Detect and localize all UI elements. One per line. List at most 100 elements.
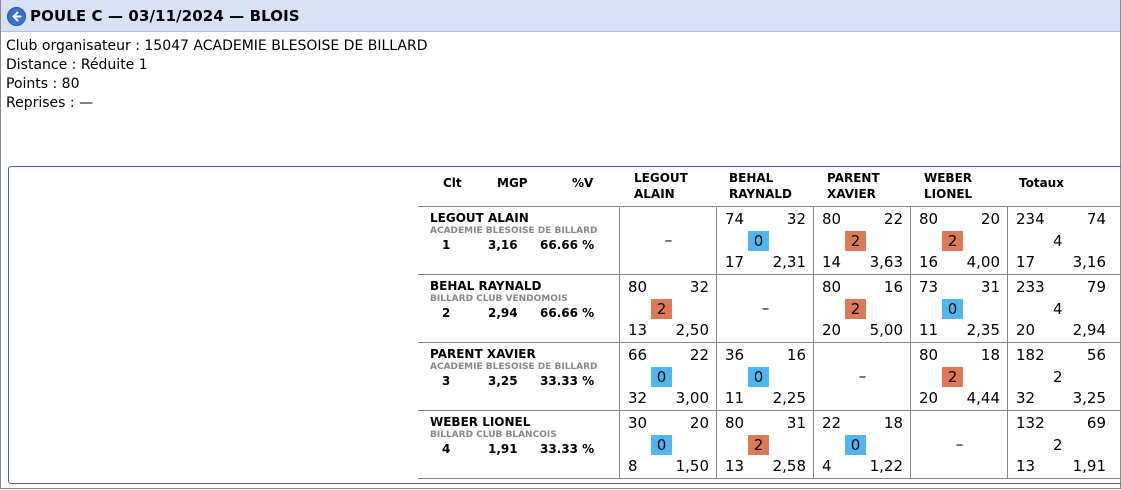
total-best-series: 69 xyxy=(1086,414,1106,432)
player-club: BILLARD CLUB BLANCOIS xyxy=(430,430,557,440)
table-row: BEHAL RAYNALD BILLARD CLUB VENDOMOIS 2 2,94… xyxy=(418,274,1120,342)
match-average: 2,35 xyxy=(966,321,1000,339)
match-average: 1,50 xyxy=(675,457,709,475)
match-best-series: 18 xyxy=(883,414,903,432)
player-win-pct: 66.66 % xyxy=(540,306,595,320)
total-average: 3,16 xyxy=(1072,253,1106,271)
total-best-series: 74 xyxy=(1086,210,1106,228)
points: Points : 80 xyxy=(6,76,80,92)
match-reprises: 20 xyxy=(822,321,842,339)
total-match-points: 2 xyxy=(1053,368,1063,386)
player-club: ACADEMIE BLESOISE DE BILLARD xyxy=(430,226,598,236)
match-points: 30 xyxy=(628,414,648,432)
player-mgp: 1,91 xyxy=(488,442,518,456)
match-reprises: 13 xyxy=(628,321,648,339)
opp2-line2: RAYNALD xyxy=(729,187,793,201)
opp3-line2: XAVIER xyxy=(827,187,876,201)
dash-placeholder: – xyxy=(761,299,770,317)
table-row: WEBER LIONEL BILLARD CLUB BLANCOIS 4 1,91 33… xyxy=(418,410,1120,479)
match-points: 80 xyxy=(725,414,745,432)
match-cell: 66 22 0 32 3,00 xyxy=(619,343,717,410)
match-cell: 80 16 2 20 5,00 xyxy=(813,275,911,342)
match-result-badge: 2 xyxy=(845,299,866,319)
col-header-pctv: %V xyxy=(572,176,594,190)
player-rank: 1 xyxy=(442,238,451,252)
match-result-badge: 0 xyxy=(748,367,769,387)
total-average: 1,91 xyxy=(1072,457,1106,475)
col-header-mgp: MGP xyxy=(497,176,528,190)
opp1-line2: ALAIN xyxy=(634,187,675,201)
opp4-line1: WEBER xyxy=(924,171,973,185)
player-name: WEBER LIONEL xyxy=(430,415,531,429)
match-points: 74 xyxy=(725,210,745,228)
match-cell: 80 31 2 13 2,58 xyxy=(716,411,814,478)
player-win-pct: 66.66 % xyxy=(540,238,595,252)
match-best-series: 32 xyxy=(689,278,709,296)
match-cell: 22 18 0 4 1,22 xyxy=(813,411,911,478)
total-average: 3,25 xyxy=(1072,389,1106,407)
back-arrow-icon[interactable] xyxy=(7,7,26,26)
opp1-line1: LEGOUT xyxy=(634,171,688,185)
player-mgp: 3,16 xyxy=(488,238,518,252)
match-result-badge: 2 xyxy=(845,231,866,251)
total-match-points: 4 xyxy=(1053,300,1063,318)
total-reprises: 32 xyxy=(1016,389,1036,407)
total-average: 2,94 xyxy=(1072,321,1106,339)
dash-placeholder: – xyxy=(664,231,673,249)
total-points: 233 xyxy=(1016,278,1045,296)
player-win-pct: 33.33 % xyxy=(540,374,595,388)
opp2-line1: BEHAL xyxy=(729,171,774,185)
tournament-info: Club organisateur : 15047 ACADEMIE BLESO… xyxy=(6,37,427,113)
match-points: 80 xyxy=(919,210,939,228)
distance: Distance : Réduite 1 xyxy=(6,57,148,73)
match-best-series: 31 xyxy=(786,414,806,432)
opp4-line2: LIONEL xyxy=(924,187,973,201)
player-club: BILLARD CLUB VENDOMOIS xyxy=(430,294,568,304)
match-reprises: 20 xyxy=(919,389,939,407)
total-points: 182 xyxy=(1016,346,1045,364)
col-header-opp3: PARENT XAVIER xyxy=(827,170,880,202)
match-reprises: 8 xyxy=(628,457,638,475)
match-reprises: 11 xyxy=(919,321,939,339)
table-row: PARENT XAVIER ACADEMIE BLESOISE DE BILLAR… xyxy=(418,342,1120,410)
match-best-series: 22 xyxy=(883,210,903,228)
match-average: 2,58 xyxy=(772,457,806,475)
match-cell: 36 16 0 11 2,25 xyxy=(716,343,814,410)
match-best-series: 31 xyxy=(980,278,1000,296)
player-rank: 4 xyxy=(442,442,451,456)
match-result-badge: 2 xyxy=(942,367,963,387)
match-result-badge: 0 xyxy=(942,299,963,319)
dash-placeholder: – xyxy=(858,367,867,385)
match-result-badge: 0 xyxy=(748,231,769,251)
match-reprises: 4 xyxy=(822,457,832,475)
match-average: 4,44 xyxy=(966,389,1000,407)
match-average: 2,25 xyxy=(772,389,806,407)
match-result-badge: 2 xyxy=(748,435,769,455)
table-row: LEGOUT ALAIN ACADEMIE BLESOISE DE BILLARD… xyxy=(418,206,1120,274)
match-points: 36 xyxy=(725,346,745,364)
match-cell: 74 32 0 17 2,31 xyxy=(716,207,814,274)
match-cell-empty: – xyxy=(716,275,814,342)
match-reprises: 32 xyxy=(628,389,648,407)
match-best-series: 16 xyxy=(786,346,806,364)
total-best-series: 56 xyxy=(1086,346,1106,364)
player-mgp: 3,25 xyxy=(488,374,518,388)
match-average: 2,31 xyxy=(772,253,806,271)
player-name: LEGOUT ALAIN xyxy=(430,211,529,225)
match-best-series: 18 xyxy=(980,346,1000,364)
match-cell: 80 18 2 20 4,44 xyxy=(910,343,1008,410)
col-header-clt: Clt xyxy=(443,176,462,190)
match-average: 2,50 xyxy=(675,321,709,339)
total-reprises: 17 xyxy=(1016,253,1036,271)
player-club: ACADEMIE BLESOISE DE BILLARD xyxy=(430,362,598,372)
match-cell-empty: – xyxy=(910,411,1008,478)
match-best-series: 16 xyxy=(883,278,903,296)
match-cell: 80 32 2 13 2,50 xyxy=(619,275,717,342)
match-best-series: 20 xyxy=(980,210,1000,228)
match-points: 80 xyxy=(919,346,939,364)
match-result-badge: 2 xyxy=(651,299,672,319)
total-match-points: 4 xyxy=(1053,232,1063,250)
match-average: 4,00 xyxy=(966,253,1000,271)
match-average: 3,63 xyxy=(869,253,903,271)
total-match-points: 2 xyxy=(1053,436,1063,454)
